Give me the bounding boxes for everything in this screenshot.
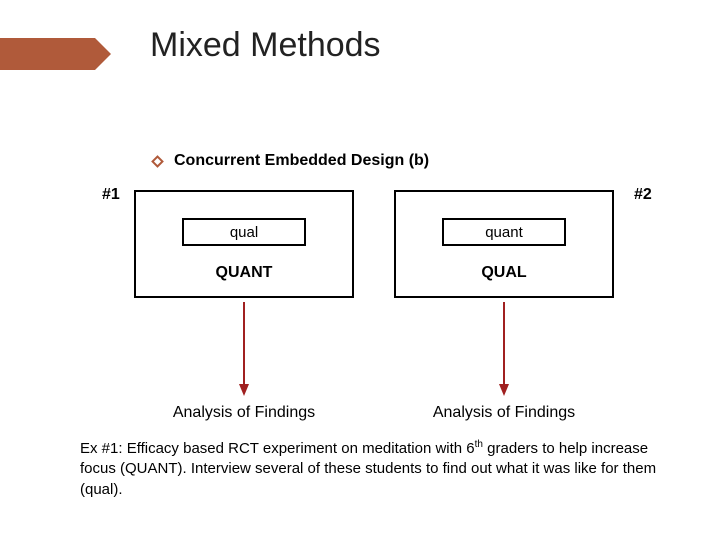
arrow-line-1 (243, 302, 245, 386)
arrow-line-2 (503, 302, 505, 386)
findings-label-1: Analysis of Findings (134, 404, 354, 422)
inner-label-2: quant (485, 224, 523, 241)
diamond-bullet-icon (151, 155, 164, 168)
primary-label-1: QUANT (134, 264, 354, 282)
design-label-2: #2 (634, 186, 652, 204)
findings-label-2: Analysis of Findings (394, 404, 614, 422)
arrow-head-icon-2 (499, 384, 509, 396)
page-title: Mixed Methods (150, 26, 381, 65)
accent-triangle (95, 38, 111, 70)
inner-box-2: quant (442, 218, 566, 246)
subtitle-row: Concurrent Embedded Design (b) (153, 152, 429, 170)
subtitle-text: Concurrent Embedded Design (b) (174, 152, 429, 170)
accent-bar (0, 38, 95, 70)
arrow-head-icon-1 (239, 384, 249, 396)
example-text: Ex #1: Efficacy based RCT experiment on … (80, 438, 660, 500)
design-label-1: #1 (102, 186, 120, 204)
inner-box-1: qual (182, 218, 306, 246)
primary-label-2: QUAL (394, 264, 614, 282)
inner-label-1: qual (230, 224, 258, 241)
